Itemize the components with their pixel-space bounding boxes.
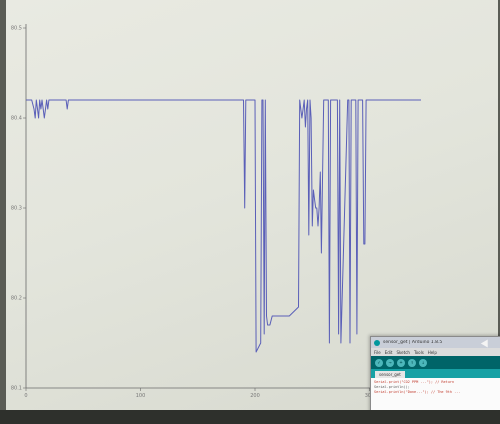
ide-window-title: sensor_get | Arduino 1.8.5 <box>383 340 443 345</box>
verify-icon[interactable]: ✓ <box>375 358 383 367</box>
plot-series <box>26 99 421 353</box>
y-tick-label: 80.3 <box>11 206 22 212</box>
monitor-bezel <box>0 410 500 424</box>
save-icon[interactable]: ↓ <box>419 358 427 367</box>
code-line: Serial.println("Done..."); // The 9th ..… <box>374 390 461 394</box>
code-line: Serial.println(); <box>374 385 410 389</box>
ide-toolbar: ✓ → + ↑ ↓ <box>371 356 500 369</box>
open-icon[interactable]: ↑ <box>408 358 416 367</box>
menu-edit[interactable]: Edit <box>384 349 393 355</box>
y-tick-label: 80.2 <box>11 296 22 302</box>
x-tick-label: 200 <box>250 393 260 399</box>
menu-help[interactable]: Help <box>427 349 437 355</box>
ide-tabbar: sensor_get <box>371 369 500 378</box>
menu-sketch[interactable]: Sketch <box>396 349 410 355</box>
tab-sketch[interactable]: sensor_get <box>375 371 405 378</box>
series-line-0 <box>26 99 421 353</box>
x-tick-label: 100 <box>136 393 146 399</box>
code-editor[interactable]: Serial.print("CO2 PPM ..."); // Return S… <box>371 378 500 412</box>
ide-menubar: File Edit Sketch Tools Help <box>371 348 500 356</box>
menu-tools[interactable]: Tools <box>413 349 424 355</box>
menu-file[interactable]: File <box>374 349 381 355</box>
serial-monitor-window[interactable]: sensor_get | Arduino 1.8.5 File Edit Ske… <box>370 336 500 416</box>
arduino-app-icon <box>374 339 380 346</box>
x-tick-label: 0 <box>24 393 27 399</box>
y-tick-label: 80.1 <box>11 386 22 392</box>
x-tick-label: 300 <box>365 393 375 399</box>
code-line: Serial.print("CO2 PPM ..."); // Return <box>374 380 455 384</box>
y-tick-label: 80.4 <box>11 116 22 122</box>
ide-titlebar[interactable]: sensor_get | Arduino 1.8.5 <box>371 337 500 348</box>
y-tick-label: 80.5 <box>11 26 22 32</box>
new-icon[interactable]: + <box>397 358 405 367</box>
upload-icon[interactable]: → <box>386 358 394 367</box>
